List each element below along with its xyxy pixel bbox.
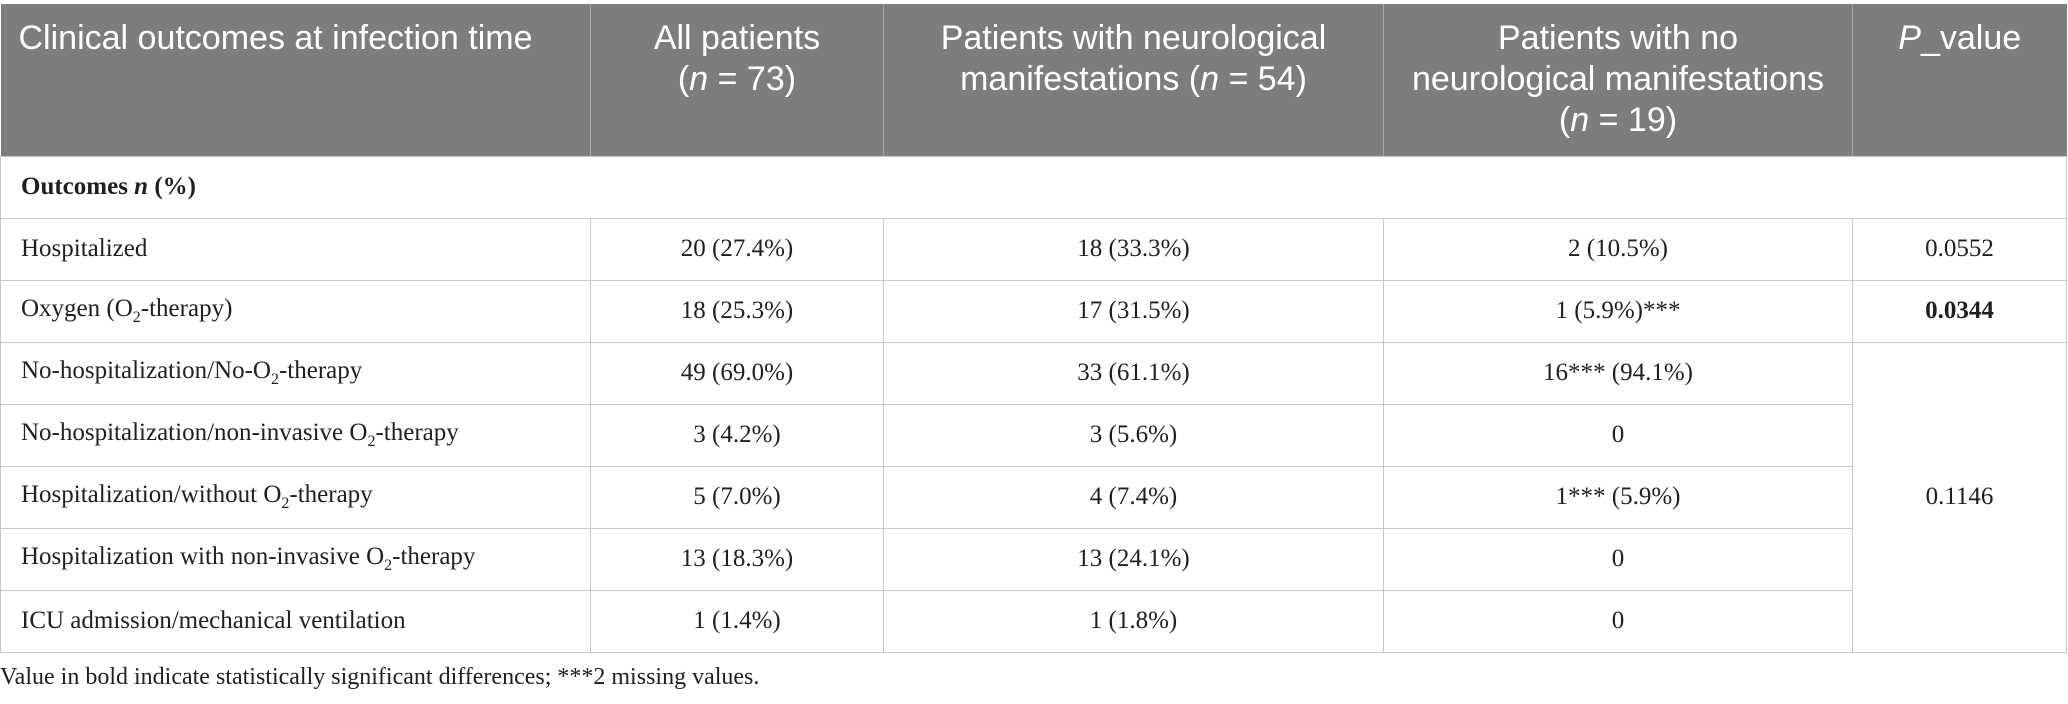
row-label: No-hospitalization/No-O2-therapy xyxy=(0,341,591,405)
table-row: ICU admission/mechanical ventilation 1 (… xyxy=(0,589,2067,653)
cell-no-neuro: 1*** (5.9%) xyxy=(1383,465,1853,529)
cell-no-neuro: 2 (10.5%) xyxy=(1383,217,1853,281)
table-row: Oxygen (O2-therapy) 18 (25.3%) 17 (31.5%… xyxy=(0,279,2067,343)
table-row: No-hospitalization/No-O2-therapy 49 (69.… xyxy=(0,341,2067,653)
cell-all: 3 (4.2%) xyxy=(590,403,884,467)
table-footnote: Value in bold indicate statistically sig… xyxy=(0,664,760,690)
cell-all: 1 (1.4%) xyxy=(590,589,884,653)
cell-neuro: 17 (31.5%) xyxy=(883,279,1384,343)
row-label: ICU admission/mechanical ventilation xyxy=(0,589,591,653)
section-outcomes: Outcomes n (%) xyxy=(0,155,2067,219)
table-row: Hospitalization with non-invasive O2-the… xyxy=(0,527,2067,591)
cell-neuro: 4 (7.4%) xyxy=(883,465,1384,529)
cell-no-neuro: 0 xyxy=(1383,403,1853,467)
header-all-patients: All patients (n = 73) xyxy=(590,4,884,156)
header-clinical-outcomes: Clinical outcomes at infection time xyxy=(0,4,591,156)
row-label: Hospitalized xyxy=(0,217,591,281)
cell-no-neuro: 0 xyxy=(1383,527,1853,591)
cell-neuro: 18 (33.3%) xyxy=(883,217,1384,281)
cell-neuro: 1 (1.8%) xyxy=(883,589,1384,653)
row-label: Hospitalization/without O2-therapy xyxy=(0,465,591,529)
cell-neuro: 33 (61.1%) xyxy=(883,341,1384,405)
outcomes-table: Clinical outcomes at infection time All … xyxy=(0,4,2067,653)
cell-neuro: 3 (5.6%) xyxy=(883,403,1384,467)
cell-p-value: 0.0552 xyxy=(1852,217,2067,281)
cell-p-value: 0.0344 xyxy=(1852,279,2067,343)
cell-no-neuro: 0 xyxy=(1383,589,1853,653)
row-label: No-hospitalization/non-invasive O2-thera… xyxy=(0,403,591,467)
cell-p-value-merged: 0.1146 xyxy=(1852,341,2067,653)
table-row: Hospitalization/without O2-therapy 5 (7.… xyxy=(0,465,2067,529)
cell-all: 13 (18.3%) xyxy=(590,527,884,591)
header-p-value: P_value xyxy=(1852,4,2067,156)
cell-all: 49 (69.0%) xyxy=(590,341,884,405)
cell-neuro: 13 (24.1%) xyxy=(883,527,1384,591)
header-neuro-patients: Patients with neurological manifestation… xyxy=(883,4,1384,156)
cell-all: 5 (7.0%) xyxy=(590,465,884,529)
cell-no-neuro: 1 (5.9%)*** xyxy=(1383,279,1853,343)
header-row: Clinical outcomes at infection time All … xyxy=(0,4,2067,156)
row-label: Oxygen (O2-therapy) xyxy=(0,279,591,343)
table-row: No-hospitalization/non-invasive O2-thera… xyxy=(0,403,2067,467)
section-row: Outcomes n (%) xyxy=(0,155,2067,219)
header-no-neuro-patients: Patients with no neurological manifestat… xyxy=(1383,4,1853,156)
table-row: Hospitalized 20 (27.4%) 18 (33.3%) 2 (10… xyxy=(0,217,2067,281)
cell-all: 20 (27.4%) xyxy=(590,217,884,281)
row-label: Hospitalization with non-invasive O2-the… xyxy=(0,527,591,591)
cell-all: 18 (25.3%) xyxy=(590,279,884,343)
cell-no-neuro: 16*** (94.1%) xyxy=(1383,341,1853,405)
